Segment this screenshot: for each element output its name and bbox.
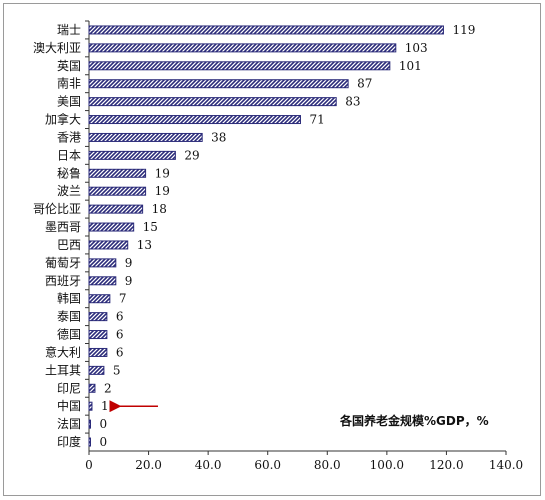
value-label: 15 — [143, 220, 158, 234]
bar — [88, 43, 397, 53]
bar — [88, 222, 135, 232]
bar — [88, 258, 117, 268]
category-label: 巴西 — [57, 238, 81, 252]
category-label: 香港 — [57, 130, 81, 144]
category-label: 中国 — [57, 398, 81, 413]
category-label: 瑞士 — [57, 23, 81, 37]
category-label: 法国 — [57, 417, 81, 431]
category-label: 加拿大 — [45, 112, 81, 127]
value-label: 0 — [100, 417, 108, 431]
bar — [88, 186, 147, 196]
bar — [88, 330, 108, 340]
value-label: 71 — [309, 113, 324, 127]
value-label: 9 — [125, 256, 133, 270]
category-label: 印度 — [57, 434, 81, 449]
category-label: 印尼 — [57, 381, 81, 395]
category-label: 澳大利亚 — [33, 41, 81, 55]
category-label: 哥伦比亚 — [33, 201, 81, 216]
category-label: 泰国 — [57, 310, 81, 324]
category-label: 意大利 — [45, 344, 81, 359]
category-label: 韩国 — [57, 291, 81, 306]
value-label: 6 — [116, 328, 124, 342]
category-label: 美国 — [57, 95, 81, 109]
bar — [88, 294, 111, 304]
bar — [88, 365, 105, 375]
bar — [88, 115, 301, 125]
category-label: 葡萄牙 — [45, 256, 81, 270]
value-label: 0 — [100, 435, 108, 449]
bar — [88, 150, 176, 160]
x-tick-label: 0 — [85, 458, 93, 472]
value-label: 119 — [452, 23, 475, 37]
category-label: 秘鲁 — [57, 166, 81, 180]
bar — [88, 204, 144, 214]
value-label: 19 — [155, 184, 170, 198]
category-label: 波兰 — [57, 184, 81, 198]
x-tick-label: 140.0 — [489, 458, 523, 472]
x-tick-label: 120.0 — [429, 458, 463, 472]
bar — [88, 97, 337, 107]
bar — [88, 401, 93, 411]
value-label: 9 — [125, 274, 133, 288]
x-tick-label: 60.0 — [254, 458, 281, 472]
value-label: 6 — [116, 310, 124, 324]
category-label: 英国 — [57, 59, 81, 73]
value-label: 6 — [116, 345, 124, 359]
bar — [88, 25, 444, 35]
value-label: 13 — [137, 238, 152, 252]
bar — [88, 276, 117, 286]
x-tick-label: 20.0 — [135, 458, 162, 472]
value-label: 87 — [357, 77, 372, 91]
chart-annotation: 各国养老金规模%GDP，% — [339, 413, 489, 428]
category-label: 德国 — [57, 327, 81, 342]
category-label: 日本 — [57, 148, 81, 162]
bar — [88, 132, 203, 142]
category-label: 土耳其 — [45, 363, 81, 377]
chart-frame: 0 20.0 40.0 60.0 80.0 100.0 120.0 140.0 瑞士 119 澳大利… — [3, 3, 541, 496]
bar — [88, 437, 91, 447]
bar — [88, 347, 108, 357]
value-label: 1 — [101, 399, 109, 413]
value-label: 18 — [152, 202, 167, 216]
category-label: 墨西哥 — [45, 220, 81, 234]
value-label: 38 — [211, 130, 226, 144]
value-label: 29 — [184, 148, 199, 162]
bar — [88, 79, 349, 89]
bar — [88, 61, 391, 71]
bar — [88, 168, 147, 178]
category-label: 西班牙 — [45, 274, 81, 288]
value-label: 103 — [405, 41, 428, 55]
x-tick-label: 100.0 — [370, 458, 404, 472]
x-tick-label: 80.0 — [314, 458, 341, 472]
value-label: 83 — [345, 95, 360, 109]
value-label: 19 — [155, 166, 170, 180]
bar-chart: 0 20.0 40.0 60.0 80.0 100.0 120.0 140.0瑞士 119澳大利… — [33, 20, 523, 472]
bar — [88, 419, 91, 429]
value-label: 101 — [399, 59, 422, 73]
value-label: 7 — [119, 292, 127, 306]
value-label: 5 — [113, 363, 121, 377]
category-label: 南非 — [57, 76, 81, 91]
bar — [88, 312, 108, 322]
bar — [88, 383, 96, 393]
bar — [88, 240, 129, 250]
x-tick-label: 40.0 — [195, 458, 222, 472]
value-label: 2 — [104, 381, 112, 395]
